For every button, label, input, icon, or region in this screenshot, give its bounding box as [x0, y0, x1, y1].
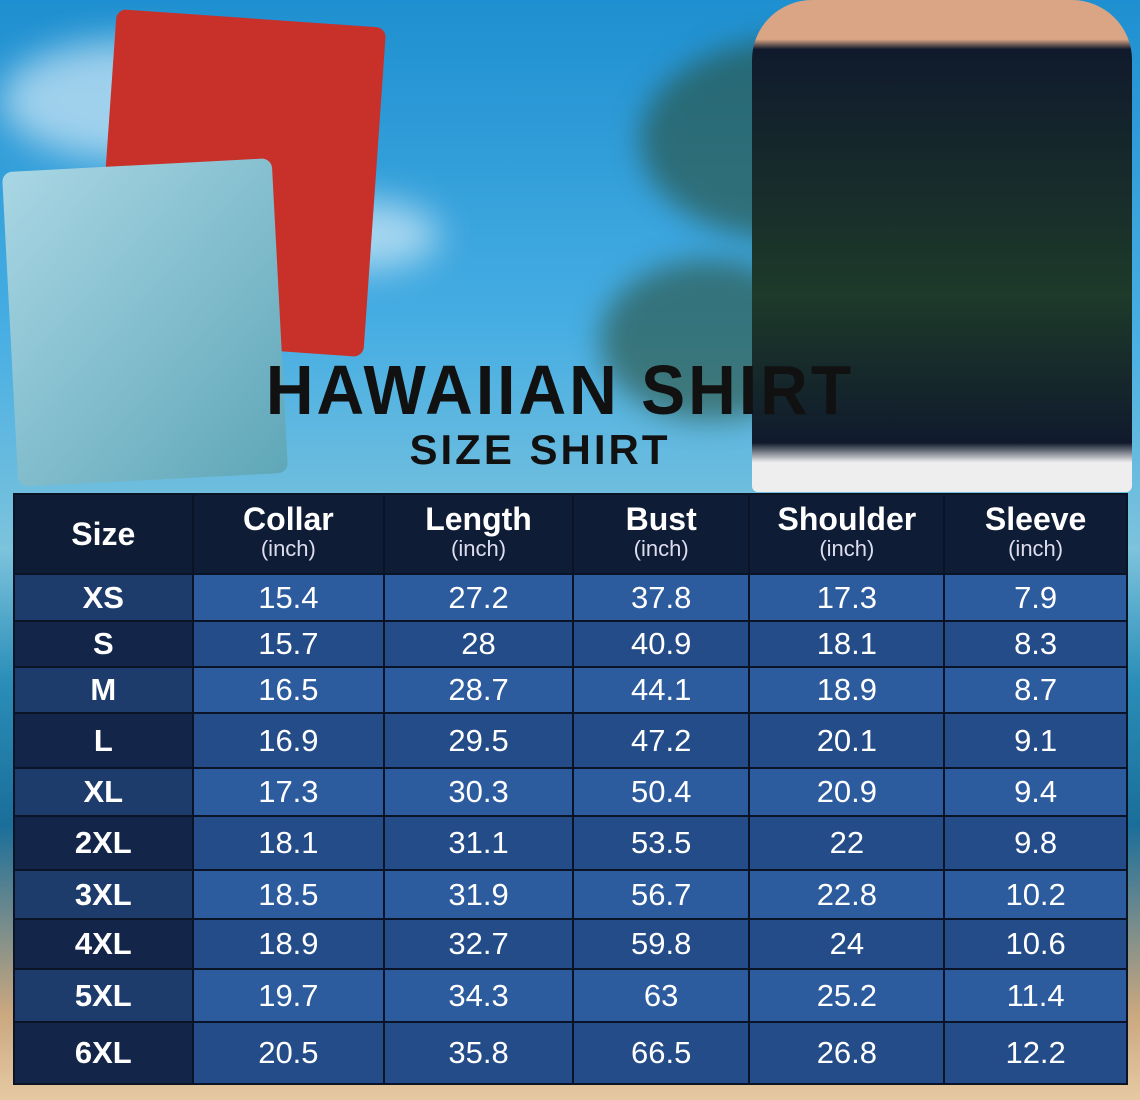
page-subtitle: SIZE SHIRT — [409, 426, 671, 473]
measurement-cell: 31.1 — [383, 815, 574, 871]
table-row: 2XL 18.1 31.1 53.5 22 9.8 — [13, 815, 1128, 871]
measurement-cell: 18.9 — [191, 918, 386, 970]
measurement-cell: 20.1 — [748, 712, 946, 769]
measurement-cell: 37.8 — [571, 573, 751, 622]
size-cell: XL — [13, 767, 194, 817]
measurement-cell: 7.9 — [943, 573, 1128, 622]
size-cell: 3XL — [13, 869, 194, 920]
header-unit: (inch) — [633, 536, 689, 561]
measurement-cell: 28.7 — [383, 666, 574, 714]
size-cell: S — [13, 620, 194, 668]
page-title: HAWAIIAN SHIRT — [265, 351, 855, 429]
column-header-bust: Bust (inch) — [571, 493, 751, 575]
header-label: Bust — [625, 501, 697, 537]
measurement-cell: 9.8 — [943, 815, 1128, 871]
measurement-cell: 20.9 — [748, 767, 946, 817]
measurement-cell: 15.4 — [191, 573, 386, 622]
measurement-cell: 18.1 — [191, 815, 386, 871]
measurement-cell: 28 — [383, 620, 574, 668]
table-row: 6XL 20.5 35.8 66.5 26.8 12.2 — [13, 1021, 1128, 1085]
measurement-cell: 59.8 — [571, 918, 751, 970]
size-cell: 4XL — [13, 918, 194, 970]
measurement-cell: 31.9 — [383, 869, 574, 920]
measurement-cell: 8.3 — [943, 620, 1128, 668]
column-header-sleeve: Sleeve (inch) — [943, 493, 1128, 575]
measurement-cell: 26.8 — [748, 1021, 946, 1085]
measurement-cell: 18.9 — [748, 666, 946, 714]
measurement-cell: 24 — [748, 918, 946, 970]
header-label: Size — [71, 516, 136, 552]
measurement-cell: 47.2 — [571, 712, 751, 769]
measurement-cell: 22.8 — [748, 869, 946, 920]
measurement-cell: 16.5 — [191, 666, 386, 714]
table-row: XL 17.3 30.3 50.4 20.9 9.4 — [13, 767, 1128, 817]
header-row: Size Collar (inch) Length (inch) Bust (inch) Sh… — [13, 493, 1128, 575]
measurement-cell: 9.4 — [943, 767, 1128, 817]
measurement-cell: 40.9 — [571, 620, 751, 668]
measurement-cell: 53.5 — [571, 815, 751, 871]
measurement-cell: 35.8 — [383, 1021, 574, 1085]
measurement-cell: 56.7 — [571, 869, 751, 920]
measurement-cell: 9.1 — [943, 712, 1128, 769]
measurement-cell: 20.5 — [191, 1021, 386, 1085]
measurement-cell: 8.7 — [943, 666, 1128, 714]
measurement-cell: 63 — [571, 968, 751, 1023]
table-row: 3XL 18.5 31.9 56.7 22.8 10.2 — [13, 869, 1128, 920]
measurement-cell: 22 — [748, 815, 946, 871]
table-row: 5XL 19.7 34.3 63 25.2 11.4 — [13, 968, 1128, 1023]
column-header-length: Length (inch) — [383, 493, 574, 575]
measurement-cell: 34.3 — [383, 968, 574, 1023]
measurement-cell: 17.3 — [748, 573, 946, 622]
measurement-cell: 18.1 — [748, 620, 946, 668]
measurement-cell: 66.5 — [571, 1021, 751, 1085]
measurement-cell: 10.6 — [943, 918, 1128, 970]
measurement-cell: 16.9 — [191, 712, 386, 769]
measurement-cell: 44.1 — [571, 666, 751, 714]
column-header-shoulder: Shoulder (inch) — [748, 493, 946, 575]
measurement-cell: 15.7 — [191, 620, 386, 668]
table-row: M 16.5 28.7 44.1 18.9 8.7 — [13, 666, 1128, 714]
table-row: S 15.7 28 40.9 18.1 8.3 — [13, 620, 1128, 668]
measurement-cell: 27.2 — [383, 573, 574, 622]
size-cell: 5XL — [13, 968, 194, 1023]
measurement-cell: 12.2 — [943, 1021, 1128, 1085]
measurement-cell: 18.5 — [191, 869, 386, 920]
header-label: Shoulder — [777, 501, 917, 537]
header-unit: (inch) — [1008, 536, 1064, 561]
measurement-cell: 29.5 — [383, 712, 574, 769]
measurement-cell: 11.4 — [943, 968, 1128, 1023]
size-cell: L — [13, 712, 194, 769]
column-header-collar: Collar (inch) — [191, 493, 386, 575]
table-row: 4XL 18.9 32.7 59.8 24 10.6 — [13, 918, 1128, 970]
header-unit: (inch) — [819, 536, 875, 561]
size-cell: XS — [13, 573, 194, 622]
header-label: Collar — [243, 501, 334, 537]
size-cell: 2XL — [13, 815, 194, 871]
header-label: Sleeve — [984, 501, 1087, 537]
table-row: L 16.9 29.5 47.2 20.1 9.1 — [13, 712, 1128, 769]
size-cell: M — [13, 666, 194, 714]
size-chart-table: Size Collar (inch) Length (inch) Bust (inch) Sh… — [13, 493, 1128, 1085]
measurement-cell: 17.3 — [191, 767, 386, 817]
measurement-cell: 25.2 — [748, 968, 946, 1023]
measurement-cell: 19.7 — [191, 968, 386, 1023]
measurement-cell: 50.4 — [571, 767, 751, 817]
header-unit: (inch) — [260, 536, 316, 561]
size-cell: 6XL — [13, 1021, 194, 1085]
measurement-cell: 32.7 — [383, 918, 574, 970]
model-flamingo-shirt-image — [752, 0, 1132, 492]
column-header-size: Size — [13, 493, 194, 575]
header-unit: (inch) — [451, 536, 507, 561]
table-row: XS 15.4 27.2 37.8 17.3 7.9 — [13, 573, 1128, 622]
header-label: Length — [425, 501, 532, 537]
measurement-cell: 10.2 — [943, 869, 1128, 920]
measurement-cell: 30.3 — [383, 767, 574, 817]
